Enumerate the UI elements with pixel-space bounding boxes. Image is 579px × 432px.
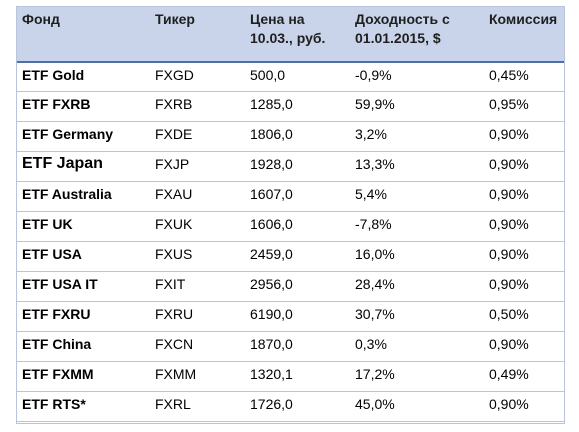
- cell-yield: 45,0%: [345, 391, 479, 422]
- cell-yield: 16,0%: [345, 241, 479, 272]
- cell-price: 1726,0: [240, 391, 345, 422]
- cell-yield: 28,4%: [345, 271, 479, 302]
- etf-table-container: Фонд Тикер Цена на 10.03., руб. Доходнос…: [16, 6, 565, 424]
- cell-price: 1285,0: [240, 91, 345, 122]
- cell-price: 1806,0: [240, 121, 345, 152]
- cell-price: 2459,0: [240, 241, 345, 272]
- cell-ticker: FXIT: [145, 271, 240, 302]
- table-row: ETF USA FXUS 2459,0 16,0% 0,90%: [16, 241, 565, 272]
- cell-price: 6190,0: [240, 301, 345, 332]
- cell-yield: 30,7%: [345, 301, 479, 332]
- cell-ticker: FXMM: [145, 361, 240, 392]
- cell-fee: 0,49%: [479, 361, 565, 392]
- cell-price: 1606,0: [240, 211, 345, 242]
- cell-fee: 0,90%: [479, 241, 565, 272]
- cell-yield: 13,3%: [345, 151, 479, 182]
- header-price: Цена на 10.03., руб.: [240, 6, 345, 63]
- table-row: ETF Germany FXDE 1806,0 3,2% 0,90%: [16, 121, 565, 152]
- cell-fee: 0,90%: [479, 181, 565, 212]
- header-yield: Доходность с 01.01.2015, $: [345, 6, 479, 63]
- cell-ticker: FXRL: [145, 391, 240, 422]
- cell-yield: 0,3%: [345, 331, 479, 362]
- header-row: Фонд Тикер Цена на 10.03., руб. Доходнос…: [16, 6, 565, 63]
- cell-fund: ETF FXRB: [16, 91, 145, 122]
- cell-yield: -0,9%: [345, 61, 479, 92]
- cell-price: 1928,0: [240, 151, 345, 182]
- cell-ticker: FXUK: [145, 211, 240, 242]
- cell-fee: 0,50%: [479, 301, 565, 332]
- cell-price: 1320,1: [240, 361, 345, 392]
- table-row: ETF UK FXUK 1606,0 -7,8% 0,90%: [16, 211, 565, 242]
- cell-fee: 0,90%: [479, 211, 565, 242]
- header-fee: Комиссия: [479, 6, 565, 63]
- cell-fund: ETF Australia: [16, 181, 145, 212]
- cell-fee: 0,45%: [479, 61, 565, 92]
- cell-fund: ETF FXRU: [16, 301, 145, 332]
- cell-fund: ETF Japan: [16, 151, 145, 182]
- cell-fund: ETF FXMM: [16, 361, 145, 392]
- cell-yield: 17,2%: [345, 361, 479, 392]
- cell-ticker: FXDE: [145, 121, 240, 152]
- table-row: ETF Japan FXJP 1928,0 13,3% 0,90%: [16, 151, 565, 182]
- table-row: ETF RTS* FXRL 1726,0 45,0% 0,90%: [16, 391, 565, 422]
- table-row: ETF China FXCN 1870,0 0,3% 0,90%: [16, 331, 565, 362]
- table-row: ETF FXRU FXRU 6190,0 30,7% 0,50%: [16, 301, 565, 332]
- cell-price: 2956,0: [240, 271, 345, 302]
- table-row: ETF USA IT FXIT 2956,0 28,4% 0,90%: [16, 271, 565, 302]
- cell-fund: ETF UK: [16, 211, 145, 242]
- cell-yield: 59,9%: [345, 91, 479, 122]
- cell-ticker: FXAU: [145, 181, 240, 212]
- table-header: Фонд Тикер Цена на 10.03., руб. Доходнос…: [16, 6, 565, 63]
- cell-ticker: FXGD: [145, 61, 240, 92]
- cell-fee: 0,90%: [479, 331, 565, 362]
- table-body: ETF Gold FXGD 500,0 -0,9% 0,45% ETF FXRB…: [16, 61, 565, 422]
- cell-fee: 0,95%: [479, 91, 565, 122]
- table-row: ETF Gold FXGD 500,0 -0,9% 0,45%: [16, 61, 565, 92]
- etf-table: Фонд Тикер Цена на 10.03., руб. Доходнос…: [16, 6, 565, 422]
- header-fund: Фонд: [16, 6, 145, 63]
- cell-ticker: FXRU: [145, 301, 240, 332]
- cell-price: 500,0: [240, 61, 345, 92]
- cell-fee: 0,90%: [479, 151, 565, 182]
- cell-price: 1870,0: [240, 331, 345, 362]
- table-row: ETF FXRB FXRB 1285,0 59,9% 0,95%: [16, 91, 565, 122]
- cell-ticker: FXJP: [145, 151, 240, 182]
- cell-fee: 0,90%: [479, 391, 565, 422]
- cell-price: 1607,0: [240, 181, 345, 212]
- table-row: ETF FXMM FXMM 1320,1 17,2% 0,49%: [16, 361, 565, 392]
- cell-yield: -7,8%: [345, 211, 479, 242]
- cell-fund: ETF Germany: [16, 121, 145, 152]
- cell-fund: ETF China: [16, 331, 145, 362]
- cell-yield: 5,4%: [345, 181, 479, 212]
- cell-fund: ETF USA IT: [16, 271, 145, 302]
- cell-fund: ETF Gold: [16, 61, 145, 92]
- header-ticker: Тикер: [145, 6, 240, 63]
- cell-fee: 0,90%: [479, 271, 565, 302]
- cell-yield: 3,2%: [345, 121, 479, 152]
- cell-fee: 0,90%: [479, 121, 565, 152]
- cell-ticker: FXCN: [145, 331, 240, 362]
- cell-ticker: FXUS: [145, 241, 240, 272]
- cell-fund: ETF RTS*: [16, 391, 145, 422]
- cell-fund: ETF USA: [16, 241, 145, 272]
- table-row: ETF Australia FXAU 1607,0 5,4% 0,90%: [16, 181, 565, 212]
- cell-ticker: FXRB: [145, 91, 240, 122]
